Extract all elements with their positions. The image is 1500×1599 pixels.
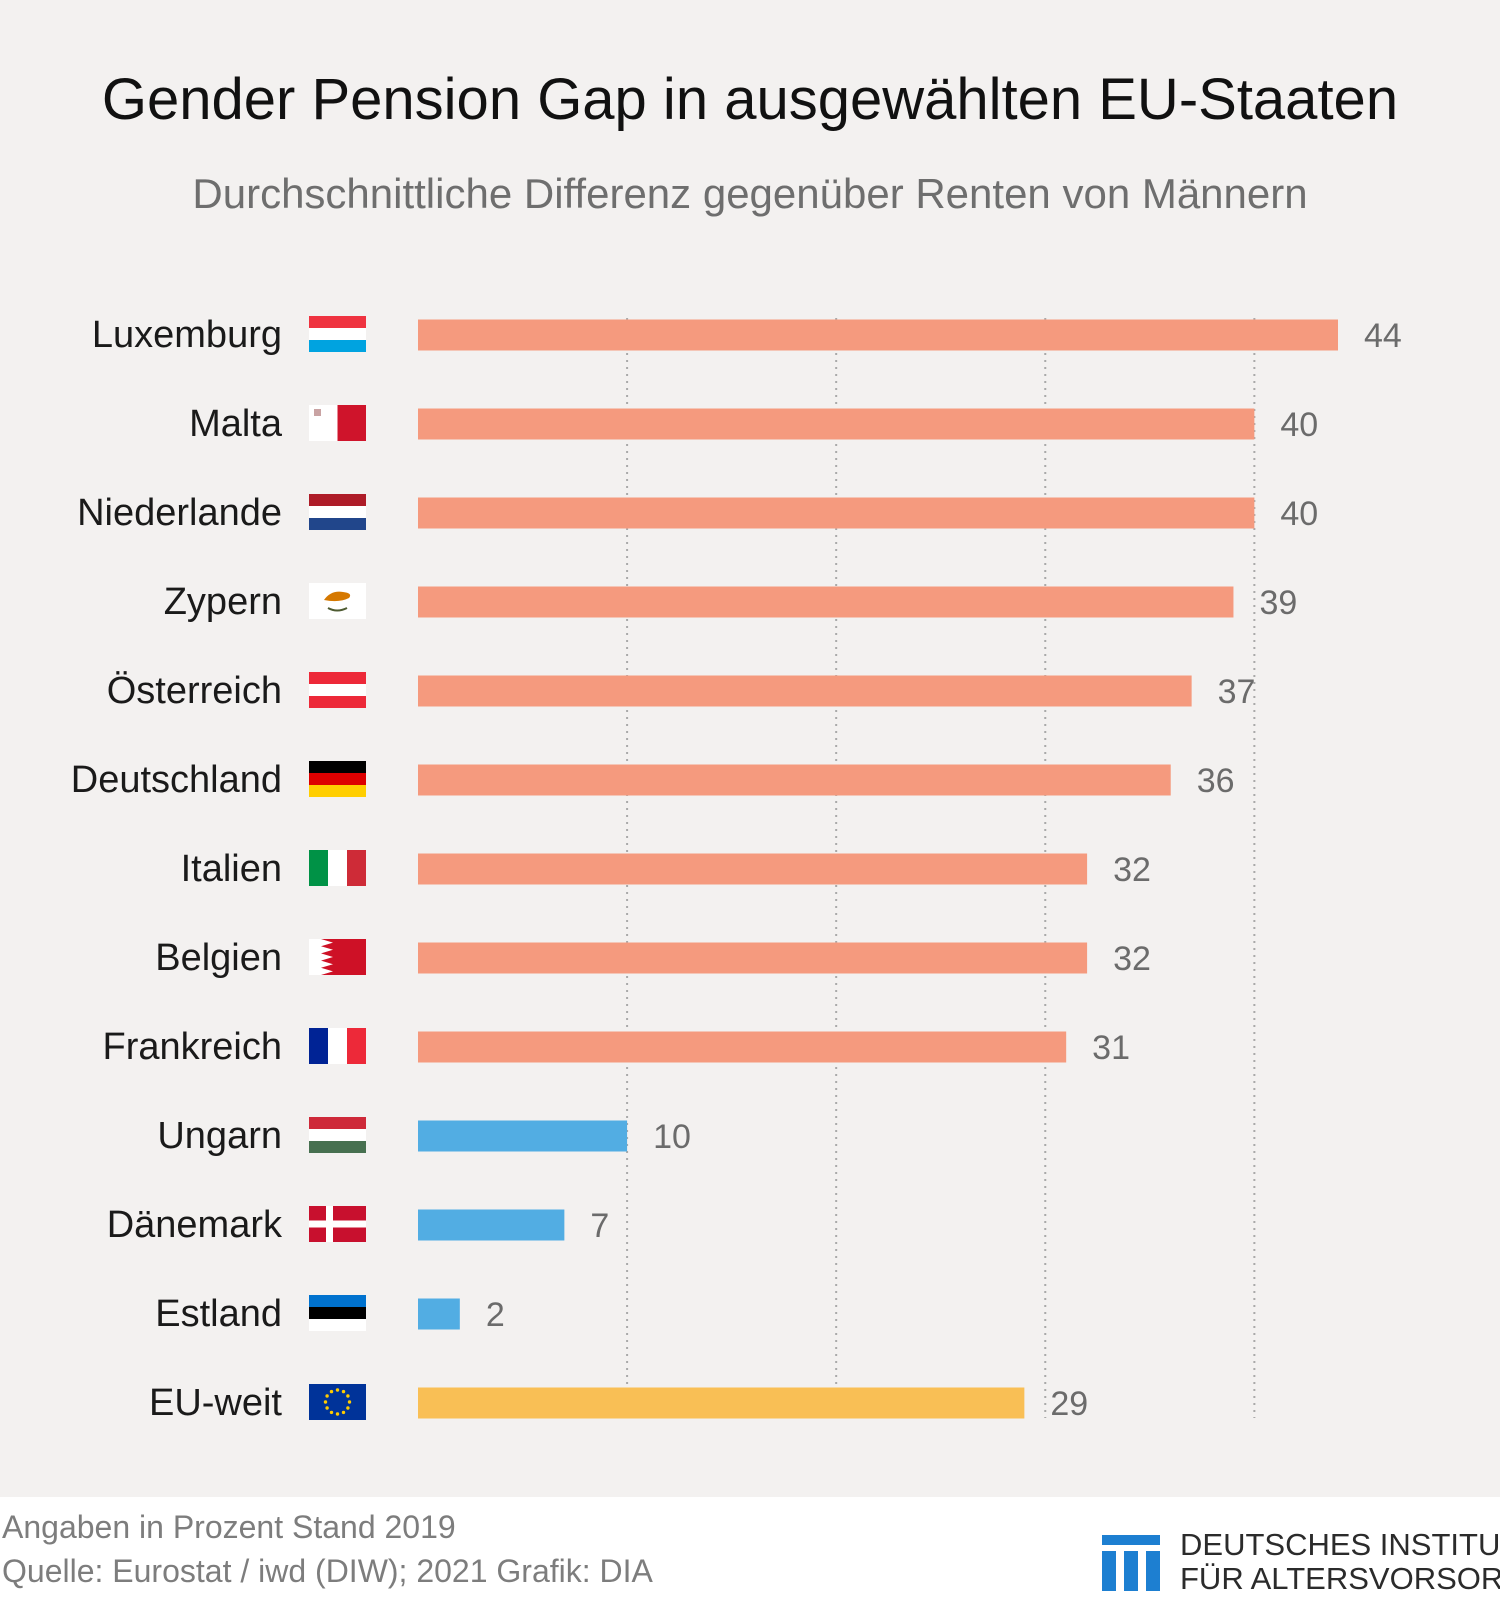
bar-chart: Luxemburg 44 Malta 40 Niederlande 40 Zypern 39 Ö… (71, 314, 1402, 1424)
category-label: Niederlande (77, 492, 282, 534)
value-label: 10 (653, 1118, 691, 1156)
value-label: 32 (1113, 940, 1151, 978)
austria-flag-icon (309, 672, 366, 708)
value-label: 44 (1364, 317, 1402, 355)
dia-logo-icon (1102, 1535, 1160, 1591)
bar (418, 497, 1255, 529)
category-label: Deutschland (71, 759, 282, 801)
category-label: Ungarn (157, 1115, 282, 1157)
category-label: EU-weit (149, 1382, 282, 1424)
footer: Angaben in Prozent Stand 2019 Quelle: Eu… (0, 1497, 1500, 1599)
chart-subtitle: Durchschnittliche Differenz gegenüber Re… (192, 170, 1308, 217)
bar (418, 853, 1088, 885)
malta-flag-icon (309, 405, 366, 441)
denmark-flag-icon (309, 1206, 366, 1242)
value-label: 39 (1259, 584, 1297, 622)
germany-flag-icon (309, 761, 366, 797)
luxembourg-flag-icon (309, 316, 366, 352)
netherlands-flag-icon (309, 494, 366, 530)
italy-flag-icon (309, 850, 366, 886)
bar (418, 764, 1171, 796)
bar (418, 408, 1255, 440)
bar (418, 1120, 628, 1152)
value-label: 2 (486, 1296, 505, 1334)
cyprus-flag-icon (309, 583, 366, 619)
chart-title: Gender Pension Gap in ausgewählten EU-St… (101, 67, 1399, 132)
value-label: 29 (1050, 1385, 1088, 1423)
category-label: Zypern (164, 581, 282, 623)
category-label: Estland (155, 1293, 282, 1335)
bar (418, 675, 1192, 707)
value-label: 7 (590, 1207, 609, 1245)
category-label: Dänemark (107, 1204, 283, 1246)
org-name-line2: FÜR ALTERSVORSORGE (1180, 1561, 1500, 1596)
hungary-flag-icon (309, 1117, 366, 1153)
france-flag-icon (309, 1028, 366, 1064)
category-label: Malta (189, 403, 283, 445)
category-label: Belgien (155, 937, 282, 979)
bar (418, 586, 1234, 618)
value-label: 32 (1113, 851, 1151, 889)
value-label: 40 (1280, 495, 1318, 533)
value-label: 40 (1280, 406, 1318, 444)
bar (418, 1031, 1067, 1063)
category-label: Frankreich (103, 1026, 283, 1068)
bar (418, 319, 1338, 351)
value-label: 31 (1092, 1029, 1130, 1067)
source-note: Quelle: Eurostat / iwd (DIW); 2021 Grafi… (2, 1553, 653, 1589)
eu-flag-icon (309, 1384, 366, 1420)
bar (418, 1298, 460, 1330)
bar (418, 1209, 565, 1241)
value-label: 37 (1218, 673, 1256, 711)
category-label: Italien (181, 848, 282, 890)
value-label: 36 (1197, 762, 1235, 800)
category-label: Österreich (107, 670, 282, 712)
category-label: Luxemburg (92, 314, 282, 356)
bar (418, 1387, 1025, 1419)
bar (418, 942, 1088, 974)
bahrain-style-flag-icon (309, 939, 366, 975)
org-name-line1: DEUTSCHES INSTITUT (1180, 1527, 1500, 1562)
estonia-flag-icon (309, 1295, 366, 1331)
unit-note: Angaben in Prozent Stand 2019 (2, 1509, 456, 1545)
